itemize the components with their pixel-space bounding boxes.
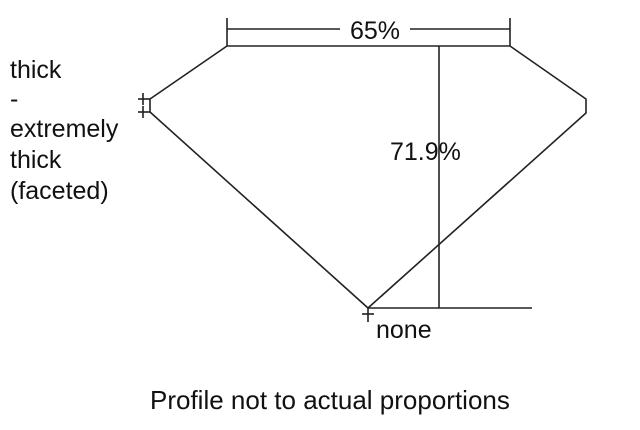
culet-label: none xyxy=(376,316,432,344)
caption: Profile not to actual proportions xyxy=(150,385,510,415)
svg-text:-: - xyxy=(10,85,18,113)
girdle-label: thick - extremely thick (faceted) xyxy=(10,56,119,205)
svg-text:extremely: extremely xyxy=(10,115,119,143)
depth-label: 71.9% xyxy=(390,138,461,166)
culet-marker xyxy=(362,308,374,322)
girdle-marker xyxy=(138,93,150,118)
svg-text:thick: thick xyxy=(10,146,62,174)
gem-outline xyxy=(149,45,587,310)
svg-text:(faceted): (faceted) xyxy=(10,177,109,205)
svg-text:thick: thick xyxy=(10,56,62,84)
table-label: 65% xyxy=(350,17,400,45)
